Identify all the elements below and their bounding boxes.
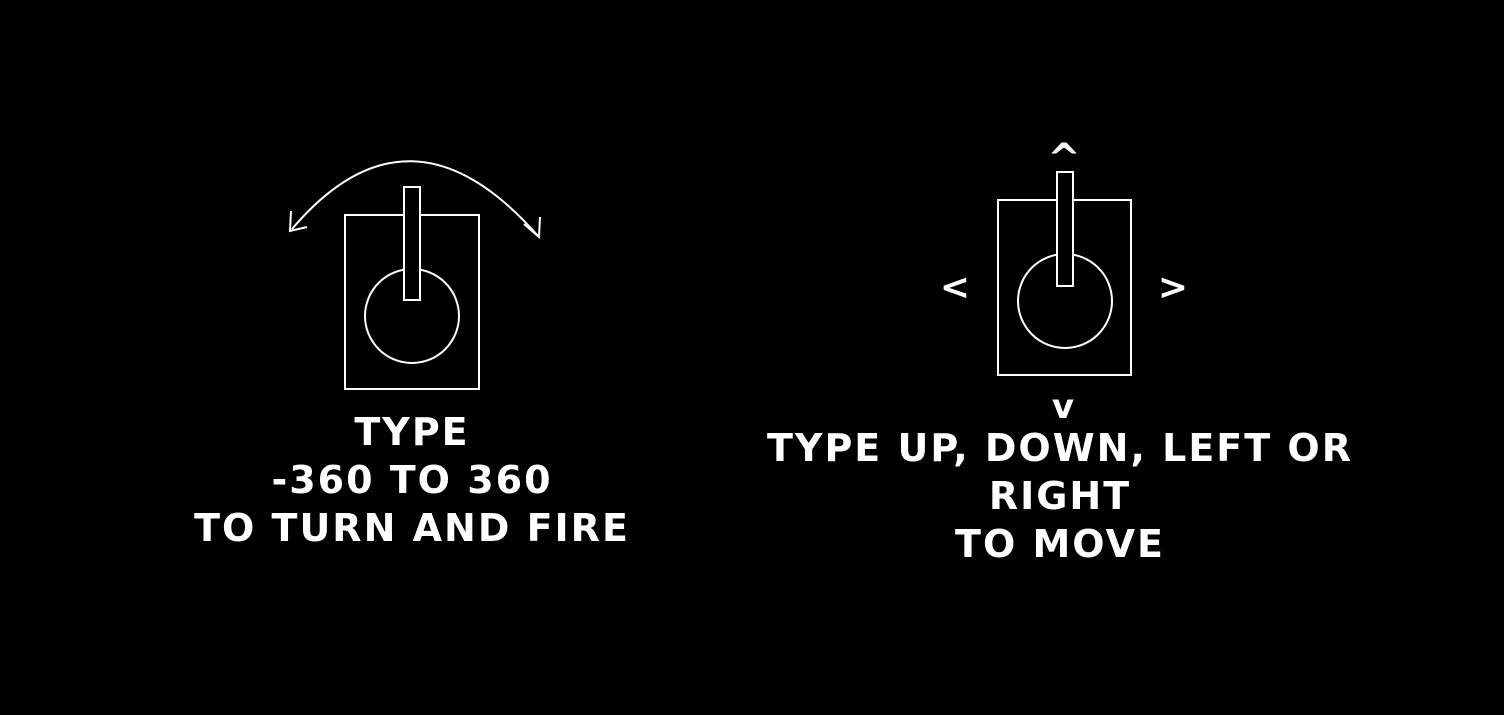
move-caption-line-3: TO MOVE [955, 522, 1165, 566]
move-caption-line-2: RIGHT [988, 474, 1132, 518]
arrow-down-icon: v [1052, 387, 1074, 427]
arrow-right-icon: > [1158, 267, 1188, 308]
joystick-stick [403, 186, 421, 301]
joystick-stick [1056, 171, 1074, 287]
rotation-arc [291, 160, 539, 237]
turn-instruction-caption: TYPE -360 TO 360 TO TURN AND FIRE [180, 408, 644, 552]
joystick-directional-icon: ^ v < > [940, 136, 1188, 427]
move-caption-line-1: TYPE UP, DOWN, LEFT OR [767, 426, 1353, 470]
arc-arrowhead-right [523, 216, 541, 240]
turn-caption-line-1: TYPE [354, 410, 470, 454]
arrow-left-icon: < [940, 267, 970, 308]
arc-arrowhead-left [288, 210, 308, 233]
turn-caption-line-2: -360 TO 360 [271, 458, 553, 502]
turn-caption-line-3: TO TURN AND FIRE [194, 506, 630, 550]
move-instruction-caption: TYPE UP, DOWN, LEFT OR RIGHT TO MOVE [740, 424, 1380, 568]
arrow-up-icon: ^ [1047, 136, 1081, 182]
joystick-rotate-icon [288, 160, 541, 390]
